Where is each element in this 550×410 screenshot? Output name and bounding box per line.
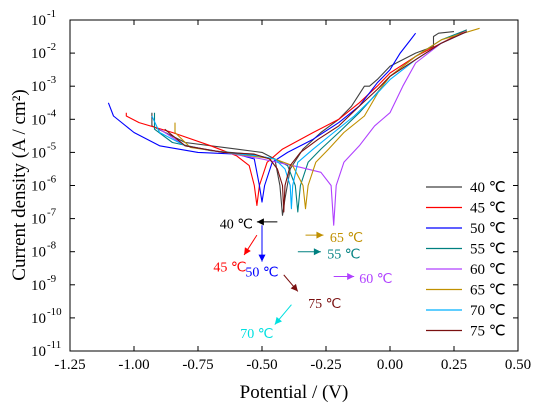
- legend-label: 40 ℃: [470, 180, 506, 196]
- axis-ticks: -1.25 -1.00 -0.75 -0.50 -0.25 0.00 0.25 0.5010-…: [31, 8, 531, 373]
- y-tick-label: 10: [31, 79, 46, 95]
- y-tick-label: 10: [31, 344, 46, 360]
- annotation-arrowhead: [274, 316, 282, 325]
- y-tick-label: 10: [31, 112, 46, 128]
- annotation-arrowhead: [256, 218, 264, 226]
- curves-group: [107, 27, 480, 226]
- legend: 40 ℃ 45 ℃ 50 ℃ 55 ℃ 60 ℃ 65 ℃ 70 ℃ 75 ℃: [426, 180, 506, 340]
- y-tick-exponent: -4: [47, 107, 57, 119]
- x-tick-label: -0.50: [246, 357, 277, 373]
- x-tick-label: -0.75: [182, 357, 213, 373]
- annotation-label: 75 ℃: [308, 297, 341, 312]
- x-tick-label: 0.25: [441, 357, 467, 373]
- y-tick-exponent: -11: [47, 339, 61, 351]
- x-tick-label: 0.50: [505, 357, 531, 373]
- y-tick-label: 10: [31, 145, 46, 161]
- legend-label: 55 ℃: [470, 242, 506, 258]
- legend-label: 45 ℃: [470, 201, 506, 217]
- legend-label: 60 ℃: [470, 262, 506, 278]
- x-tick-label: -1.00: [118, 357, 149, 373]
- y-tick-label: 10: [31, 46, 46, 62]
- series-line: [151, 31, 455, 216]
- annotation-label: 65 ℃: [330, 231, 363, 246]
- annotation-label: 55 ℃: [327, 247, 360, 262]
- annotation-arrowhead: [347, 273, 355, 281]
- legend-label: 65 ℃: [470, 283, 506, 299]
- series-line: [159, 31, 468, 226]
- annotation-label: 50 ℃: [245, 266, 278, 281]
- annotation-label: 60 ℃: [359, 272, 392, 287]
- y-tick-exponent: -1: [47, 8, 56, 20]
- x-tick-label: 0.00: [377, 357, 403, 373]
- y-tick-label: 10: [31, 311, 46, 327]
- y-axis-title: Current density (A / cm²): [9, 89, 30, 280]
- series-line: [164, 31, 468, 213]
- annotations-group: 40 ℃ 45 ℃50 ℃ 65 ℃55 ℃ 60 ℃ 75 ℃ 70 ℃: [213, 218, 392, 342]
- annotation-label: 40 ℃: [220, 218, 253, 233]
- y-tick-exponent: -8: [47, 240, 57, 252]
- y-tick-label: 10: [31, 179, 46, 195]
- annotation-label: 45 ℃: [213, 261, 246, 276]
- y-tick-exponent: -6: [47, 174, 57, 186]
- annotation-arrowhead: [290, 283, 298, 292]
- series-line: [174, 27, 480, 210]
- plot-frame: [69, 19, 519, 352]
- y-tick-exponent: -9: [47, 273, 57, 285]
- y-tick-exponent: -7: [47, 207, 57, 219]
- y-tick-exponent: -2: [47, 41, 56, 53]
- series-line: [125, 29, 468, 206]
- y-tick-label: 10: [31, 245, 46, 261]
- x-axis-title: Potential / (V): [240, 382, 349, 403]
- legend-label: 50 ℃: [470, 221, 506, 237]
- y-tick-exponent: -5: [47, 140, 57, 152]
- x-tick-label: -0.25: [310, 357, 341, 373]
- y-tick-label: 10: [31, 278, 46, 294]
- annotation-arrowhead: [244, 247, 251, 256]
- annotation-arrowhead: [316, 231, 324, 239]
- annotation-arrowhead: [313, 248, 321, 256]
- legend-label: 75 ℃: [470, 324, 506, 340]
- y-tick-label: 10: [31, 13, 46, 29]
- series-line: [107, 32, 417, 203]
- y-tick-exponent: -10: [47, 306, 62, 318]
- y-tick-label: 10: [31, 212, 46, 228]
- y-tick-exponent: -3: [47, 74, 57, 86]
- annotation-label: 70 ℃: [240, 327, 273, 342]
- legend-label: 70 ℃: [470, 303, 506, 319]
- annotation-arrowhead: [258, 254, 266, 262]
- x-tick-label: -1.25: [54, 357, 85, 373]
